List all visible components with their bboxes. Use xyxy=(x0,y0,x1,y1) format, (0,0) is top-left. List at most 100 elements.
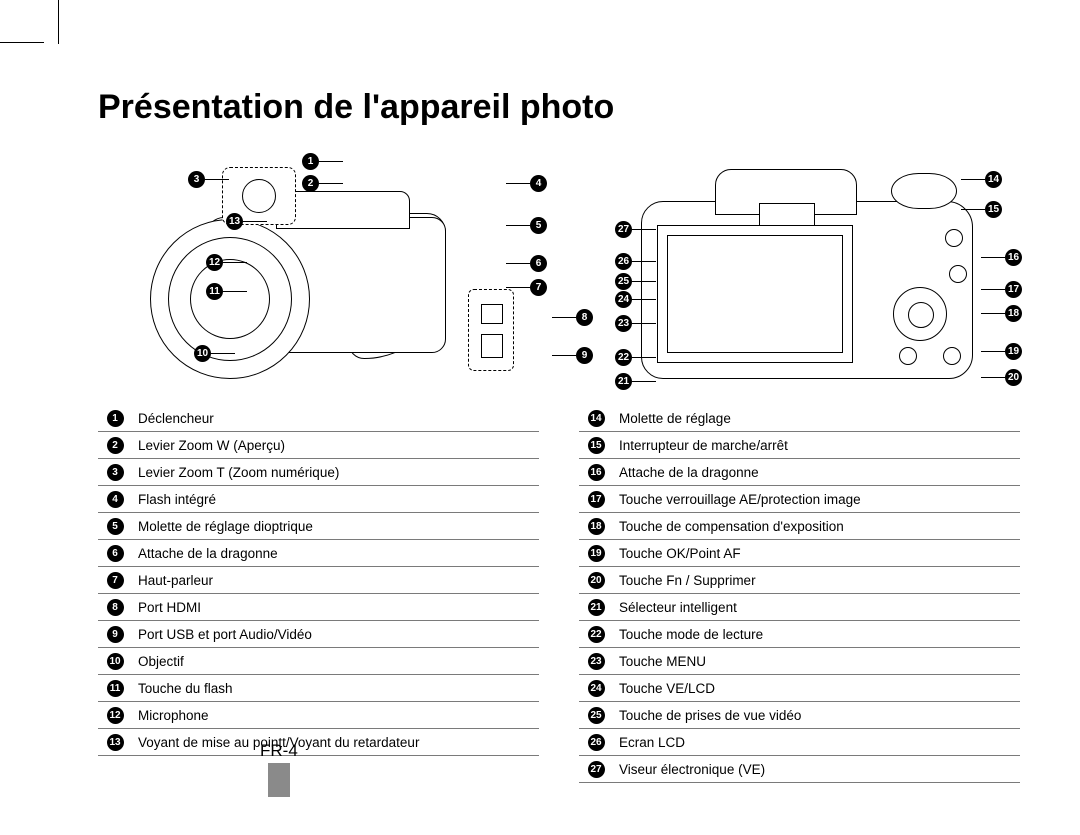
callout-number: 4 xyxy=(530,175,547,192)
table-row: 27 Viseur électronique (VE) xyxy=(579,756,1020,783)
circled-number-icon: 12 xyxy=(107,707,124,724)
left-column: 12345678910111213 1Déclencheur2Levier Zo… xyxy=(98,145,539,783)
table-row: 1Déclencheur xyxy=(98,405,539,432)
part-number-cell: 20 xyxy=(579,567,615,594)
leader-line xyxy=(981,289,1005,290)
part-label: Attache de la dragonne xyxy=(615,459,1020,486)
part-number-cell: 7 xyxy=(98,567,134,594)
circled-number-icon: 15 xyxy=(588,437,605,454)
part-label: Sélecteur intelligent xyxy=(615,594,1020,621)
circled-number-icon: 10 xyxy=(107,653,124,670)
circled-number-icon: 4 xyxy=(107,491,124,508)
part-number-cell: 21 xyxy=(579,594,615,621)
part-label: Touche VE/LCD xyxy=(615,675,1020,702)
callout-number: 7 xyxy=(530,279,547,296)
leader-line xyxy=(319,161,343,162)
page-title: Présentation de l'appareil photo xyxy=(98,88,1020,127)
part-number-cell: 22 xyxy=(579,621,615,648)
callout-number: 16 xyxy=(1005,249,1022,266)
table-row: 16Attache de la dragonne xyxy=(579,459,1020,486)
circled-number-icon: 9 xyxy=(107,626,124,643)
leader-line xyxy=(552,355,576,356)
part-label: Microphone xyxy=(134,702,539,729)
part-label: Levier Zoom W (Aperçu) xyxy=(134,432,539,459)
circled-number-icon: 21 xyxy=(588,599,605,616)
circled-number-icon: 26 xyxy=(588,734,605,751)
part-number-cell: 16 xyxy=(579,459,615,486)
page-number-block: FR-4 xyxy=(260,741,298,797)
part-label: Interrupteur de marche/arrêt xyxy=(615,432,1020,459)
circled-number-icon: 22 xyxy=(588,626,605,643)
circled-number-icon: 1 xyxy=(107,410,124,427)
part-label: Flash intégré xyxy=(134,486,539,513)
page-number: FR-4 xyxy=(260,741,298,761)
part-label: Touche mode de lecture xyxy=(615,621,1020,648)
part-number-cell: 12 xyxy=(98,702,134,729)
part-label: Molette de réglage xyxy=(615,405,1020,432)
table-row: 23 Touche MENU xyxy=(579,648,1020,675)
callout-number: 14 xyxy=(985,171,1002,188)
page-tab xyxy=(268,763,290,797)
circled-number-icon: 5 xyxy=(107,518,124,535)
table-row: 2 Levier Zoom W (Aperçu) xyxy=(98,432,539,459)
part-number-cell: 24 xyxy=(579,675,615,702)
part-number-cell: 8 xyxy=(98,594,134,621)
part-number-cell: 14 xyxy=(579,405,615,432)
part-number-cell: 10 xyxy=(98,648,134,675)
callout-number: 23 xyxy=(615,315,632,332)
part-label: Viseur électronique (VE) xyxy=(615,756,1020,783)
leader-line xyxy=(981,377,1005,378)
circled-number-icon: 25 xyxy=(588,707,605,724)
circled-number-icon: 19 xyxy=(588,545,605,562)
part-label: Ecran LCD xyxy=(615,729,1020,756)
part-label: Voyant de mise au pointt/Voyant du retar… xyxy=(134,729,539,756)
circled-number-icon: 27 xyxy=(588,761,605,778)
leader-line xyxy=(981,351,1005,352)
part-number-cell: 23 xyxy=(579,648,615,675)
camera-back-diagram: 1415161718192021222324252627 xyxy=(579,145,1020,405)
part-number-cell: 3 xyxy=(98,459,134,486)
circled-number-icon: 23 xyxy=(588,653,605,670)
table-row: 12 Microphone xyxy=(98,702,539,729)
callout-number: 27 xyxy=(615,221,632,238)
part-number-cell: 2 xyxy=(98,432,134,459)
table-row: 26 Ecran LCD xyxy=(579,729,1020,756)
callout-number: 1 xyxy=(302,153,319,170)
manual-page: Présentation de l'appareil photo 1234567… xyxy=(0,0,1080,835)
part-number-cell: 27 xyxy=(579,756,615,783)
circled-number-icon: 17 xyxy=(588,491,605,508)
table-row: 18 Touche de compensation d'exposition xyxy=(579,513,1020,540)
part-label: Touche de compensation d'exposition xyxy=(615,513,1020,540)
table-row: 5Molette de réglage dioptrique xyxy=(98,513,539,540)
leader-line xyxy=(506,225,530,226)
part-label: Port USB et port Audio/Vidéo xyxy=(134,621,539,648)
part-label: Objectif xyxy=(134,648,539,675)
part-label: Haut-parleur xyxy=(134,567,539,594)
table-row: 4 Flash intégré xyxy=(98,486,539,513)
table-row: 11Touche du flash xyxy=(98,675,539,702)
front-parts-table: 1Déclencheur2 Levier Zoom W (Aperçu)3Levi… xyxy=(98,405,539,756)
part-label: Touche du flash xyxy=(134,675,539,702)
callout-number: 20 xyxy=(1005,369,1022,386)
callout-number: 22 xyxy=(615,349,632,366)
crop-mark-vertical xyxy=(58,0,59,44)
right-column: 1415161718192021222324252627 14Molette d… xyxy=(579,145,1020,783)
callout-number: 26 xyxy=(615,253,632,270)
circled-number-icon: 18 xyxy=(588,518,605,535)
table-row: 14Molette de réglage xyxy=(579,405,1020,432)
callout-number: 18 xyxy=(1005,305,1022,322)
part-label: Touche verrouillage AE/protection image xyxy=(615,486,1020,513)
table-row: 10 Objectif xyxy=(98,648,539,675)
leader-line xyxy=(506,183,530,184)
part-number-cell: 18 xyxy=(579,513,615,540)
part-label: Touche MENU xyxy=(615,648,1020,675)
camera-back-drawing xyxy=(641,167,981,382)
callout-number: 21 xyxy=(615,373,632,390)
circled-number-icon: 8 xyxy=(107,599,124,616)
circled-number-icon: 13 xyxy=(107,734,124,751)
part-number-cell: 13 xyxy=(98,729,134,756)
table-row: 20Touche Fn / Supprimer xyxy=(579,567,1020,594)
table-row: 17 Touche verrouillage AE/protection imag… xyxy=(579,486,1020,513)
circled-number-icon: 2 xyxy=(107,437,124,454)
table-row: 15 Interrupteur de marche/arrêt xyxy=(579,432,1020,459)
